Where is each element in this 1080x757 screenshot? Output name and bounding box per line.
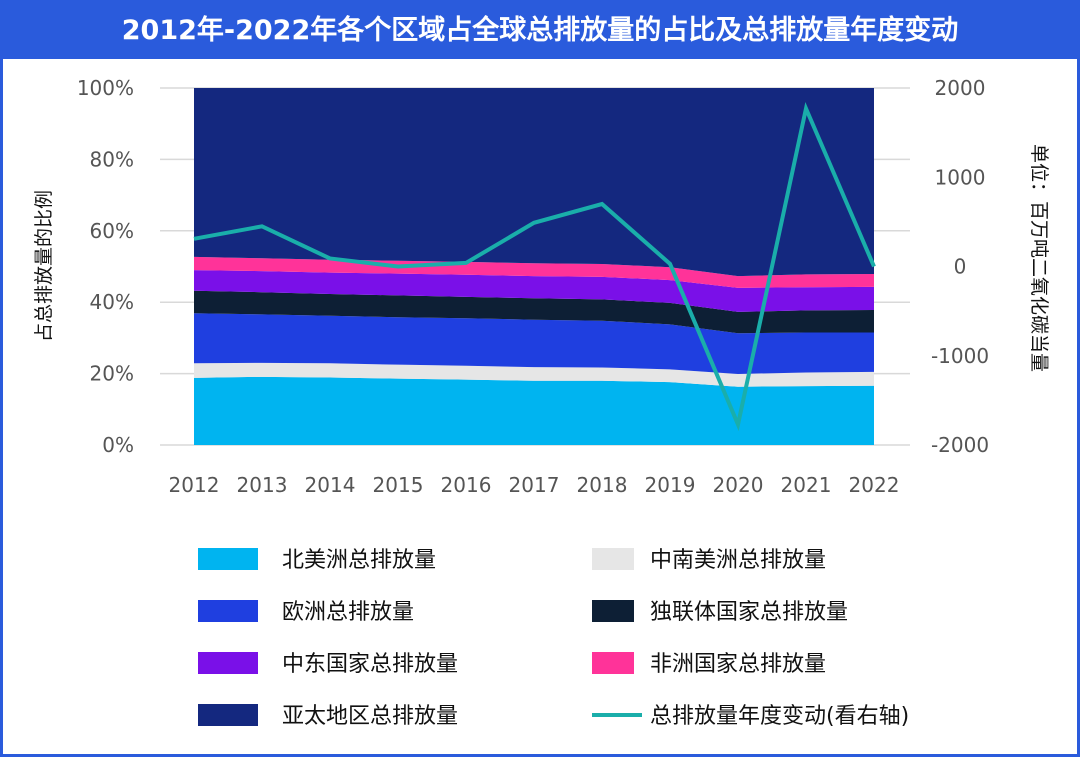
area-亚太地区总排放量 (194, 88, 874, 277)
legend-swatch (198, 704, 258, 726)
legend-label: 亚太地区总排放量 (282, 704, 458, 729)
chart-title: 2012年-2022年各个区域占全球总排放量的占比及总排放量年度变动 (3, 3, 1077, 59)
legend-label: 中东国家总排放量 (282, 652, 458, 677)
legend-label: 欧洲总排放量 (282, 600, 414, 625)
y2-tick-label: -1000 (931, 344, 989, 368)
y-tick-label: 0% (102, 433, 134, 457)
legend-label: 非洲国家总排放量 (650, 652, 826, 677)
y-tick-label: 100% (77, 76, 134, 100)
legend-label: 中南美洲总排放量 (650, 548, 826, 573)
x-tick-label: 2021 (781, 473, 832, 497)
y-tick-label: 40% (90, 290, 134, 314)
area-中东国家总排放量 (194, 270, 874, 312)
x-tick-label: 2018 (577, 473, 628, 497)
x-tick-label: 2012 (169, 473, 220, 497)
legend-label: 北美洲总排放量 (282, 548, 436, 573)
y2-axis-label: 单位：百万吨二氧化碳当量 (1028, 144, 1050, 372)
x-tick-label: 2017 (509, 473, 560, 497)
area-非洲国家总排放量 (194, 256, 874, 288)
y-tick-label: 60% (90, 219, 134, 243)
area-北美洲总排放量 (194, 376, 874, 445)
y2-tick-label: 0 (954, 255, 967, 279)
legend-label: 独联体国家总排放量 (650, 600, 848, 625)
legend-swatch (198, 600, 258, 622)
x-tick-label: 2020 (713, 473, 764, 497)
x-tick-label: 2019 (645, 473, 696, 497)
area-独联体国家总排放量 (194, 290, 874, 334)
area-欧洲总排放量 (194, 313, 874, 374)
y2-tick-label: 2000 (935, 76, 986, 100)
legend-swatch (198, 548, 258, 570)
legend-swatch (592, 652, 634, 674)
x-tick-label: 2022 (849, 473, 900, 497)
legend-swatch (592, 600, 634, 622)
y-tick-label: 20% (90, 362, 134, 386)
area-中南美洲总排放量 (194, 362, 874, 387)
legend-swatch (592, 548, 634, 570)
x-tick-label: 2013 (237, 473, 288, 497)
x-tick-label: 2015 (373, 473, 424, 497)
legend-swatch (198, 652, 258, 674)
legend-label: 总排放量年度变动(看右轴) (650, 704, 909, 729)
y-axis-label: 占总排放量的比例 (33, 190, 55, 342)
y-tick-label: 80% (90, 147, 134, 171)
y2-tick-label: 1000 (935, 165, 986, 189)
y2-tick-label: -2000 (931, 433, 989, 457)
x-tick-label: 2016 (441, 473, 492, 497)
x-tick-label: 2014 (305, 473, 356, 497)
